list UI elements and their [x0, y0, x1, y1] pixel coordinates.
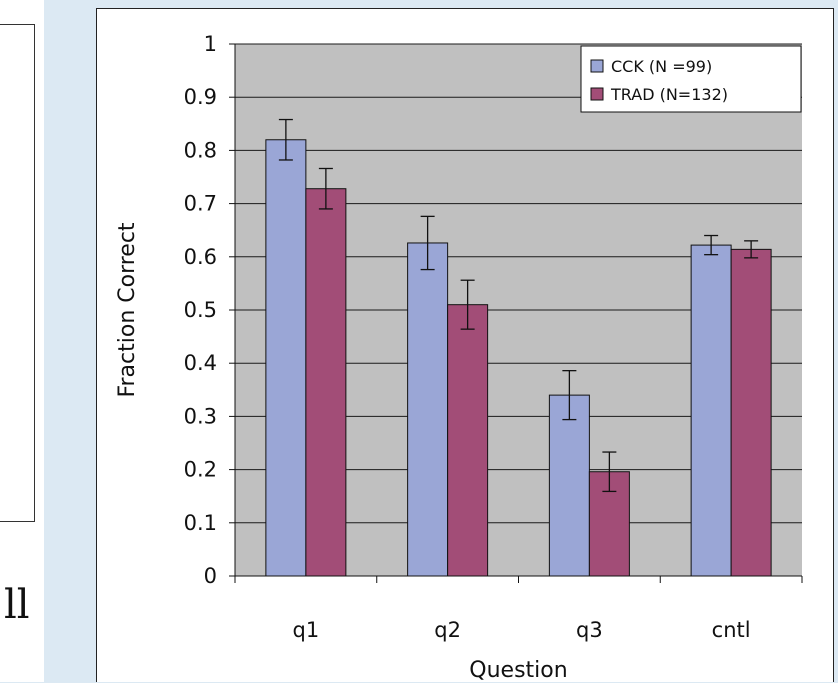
- error-bars: [278, 118, 759, 493]
- legend: CCK (N =99) TRAD (N=132): [580, 45, 802, 113]
- chart-card: 0 0.1 0.2 0.3 0.4 0.5 0.6 0.7 0.8 0.9 1 q1 q2 q3 cntl…: [96, 8, 834, 683]
- bar-q1-series-1: [265, 139, 307, 577]
- y-tick-label: 0.4: [184, 351, 217, 375]
- y-tick-label: 0.7: [184, 192, 217, 216]
- legend-label-2: TRAD (N=132): [610, 85, 728, 104]
- y-tick-label: 0.8: [184, 138, 217, 162]
- x-tick-label-cntl: cntl: [712, 618, 751, 642]
- x-tick-label-q3: q3: [576, 618, 603, 642]
- y-axis-title: Fraction Correct: [115, 222, 140, 397]
- bar-q2-series-2: [447, 304, 489, 577]
- bar-q3-series-1: [548, 394, 590, 577]
- y-tick-label: 0: [204, 564, 217, 588]
- legend-label-1: CCK (N =99): [611, 57, 712, 76]
- bar-q2-series-1: [407, 242, 449, 577]
- x-tick-label-q1: q1: [293, 618, 320, 642]
- legend-box: [580, 45, 802, 113]
- legend-swatch-1: [590, 59, 604, 73]
- left-slide-panel: ll: [0, 0, 44, 682]
- bars: [265, 139, 772, 577]
- bar-cntl-series-1: [690, 244, 732, 577]
- y-tick-label: 0.2: [184, 458, 217, 482]
- y-tick-label: 0.9: [184, 85, 217, 109]
- axes: [229, 43, 803, 583]
- legend-swatch-2: [590, 87, 604, 101]
- y-tick-label: 0.5: [184, 298, 217, 322]
- bar-cntl-series-2: [730, 248, 772, 577]
- bar-q1-series-2: [305, 188, 347, 577]
- left-text-fragment: ll: [4, 582, 30, 628]
- y-tick-labels: 0 0.1 0.2 0.3 0.4 0.5 0.6 0.7 0.8 0.9 1: [184, 32, 217, 588]
- x-tick-label-q2: q2: [434, 618, 461, 642]
- y-tick-label: 0.1: [184, 511, 217, 535]
- left-content-box: [0, 24, 35, 522]
- bar-chart: 0 0.1 0.2 0.3 0.4 0.5 0.6 0.7 0.8 0.9 1 q1 q2 q3 cntl…: [115, 32, 803, 683]
- y-tick-label: 0.3: [184, 404, 217, 428]
- x-axis-title: Question: [469, 658, 567, 683]
- y-tick-label: 1: [204, 32, 217, 56]
- x-tick-labels: q1 q2 q3 cntl: [293, 618, 751, 642]
- y-tick-label: 0.6: [184, 245, 217, 269]
